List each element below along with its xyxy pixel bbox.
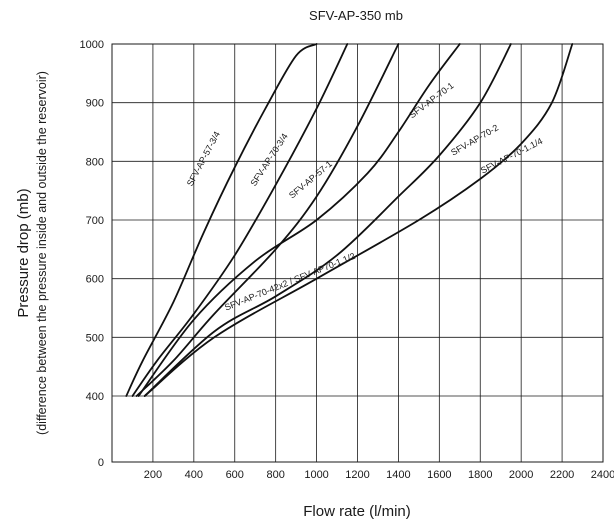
x-tick-label: 2000 — [509, 469, 533, 481]
plot-frame — [111, 43, 604, 463]
x-tick-label: 1800 — [468, 469, 492, 481]
x-tick-label: 800 — [266, 469, 284, 481]
x-tick-label: 400 — [185, 469, 203, 481]
x-tick-label: 2200 — [550, 469, 574, 481]
x-tick-label: 600 — [226, 469, 244, 481]
curve-label: SFV-AP-70-2 — [449, 122, 500, 157]
y-axis-label: Pressure drop (mb) — [15, 188, 32, 317]
y-tick-label: 800 — [86, 156, 104, 168]
y-tick-label: 600 — [86, 274, 104, 286]
x-tick-label: 1200 — [345, 469, 369, 481]
curve-sfv-ap-57-3-4 — [125, 43, 318, 397]
curve-label: SFV-AP-70-1.1/4 — [479, 136, 544, 176]
curve-labels: SFV-AP-57-3/4 SFV-AP-70-3/4SFV-AP-57-1SFV… — [185, 80, 544, 312]
y-tick-label: 500 — [86, 332, 104, 344]
curve-label: SFV-AP-57-3/4 — [185, 130, 222, 188]
curve-label: SFV-AP-70-3/4 — [248, 132, 289, 188]
curve-sfv-ap-57-1 — [135, 43, 400, 397]
x-tick-label: 1400 — [386, 469, 410, 481]
curve-label: SFV-AP-70-42x2 / SFV-AP70-1.1/2 — [223, 251, 357, 313]
y-tick-label: 700 — [86, 215, 104, 227]
y-axis-sublabel: (difference between the pressure inside … — [35, 71, 49, 435]
y-tick-label: 1000 — [80, 39, 104, 51]
grid — [112, 44, 603, 462]
curve-sfv-ap-70-3-4 — [131, 43, 349, 397]
curve-sfv-ap-70-1 — [137, 43, 461, 397]
x-tick-label: 1600 — [427, 469, 451, 481]
x-tick-label: 1000 — [304, 469, 328, 481]
x-axis-label: Flow rate (l/min) — [303, 503, 411, 520]
curves — [125, 43, 574, 397]
x-tick-label: 200 — [144, 469, 162, 481]
y-tick-label: 900 — [86, 98, 104, 110]
curve-label: SFV-AP-70-1 — [407, 80, 455, 120]
y-tick-label: 400 — [86, 391, 104, 403]
curve-sfv-ap-70-1-1-4 — [143, 43, 574, 397]
chart-title: SFV-AP-350 mb — [309, 8, 403, 23]
curve-sfv-ap-70-2 — [143, 43, 512, 397]
y-tick-label: 0 — [98, 457, 104, 469]
y-tick-labels: 0 400 500 600 700 800 900 1000 — [80, 39, 104, 469]
x-tick-label: 2400 — [591, 469, 614, 481]
x-tick-labels: 200 400 600 800 1000 1200 1400 1600 1800 2000 2200… — [144, 469, 614, 481]
